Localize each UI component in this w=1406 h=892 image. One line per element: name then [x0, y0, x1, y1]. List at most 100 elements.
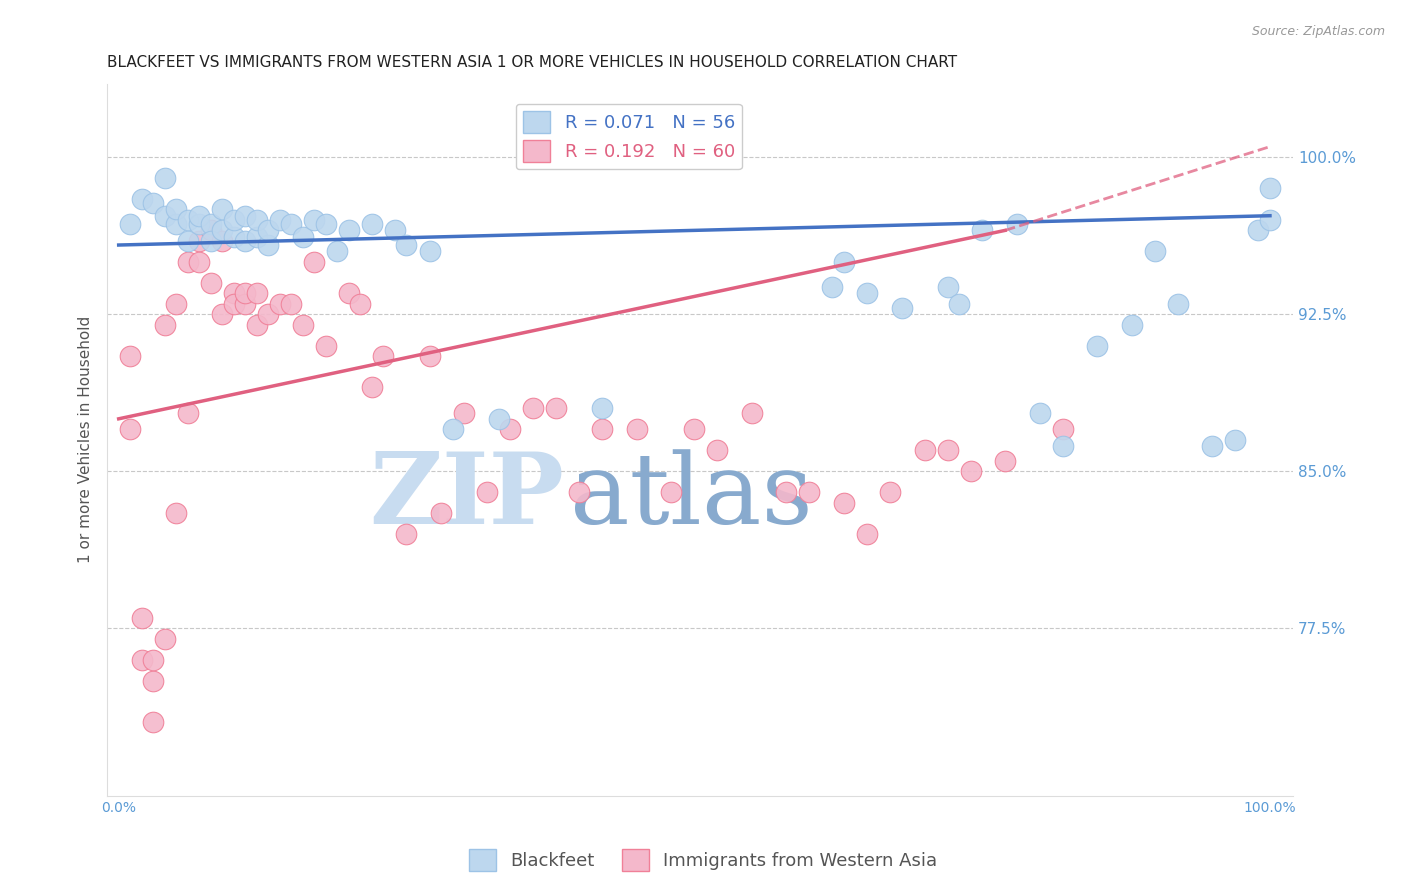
Point: [832, 495, 855, 509]
Point: [418, 244, 440, 259]
Point: [188, 217, 211, 231]
Point: [1258, 181, 1281, 195]
Point: [304, 254, 326, 268]
Point: [936, 443, 959, 458]
Point: [373, 349, 395, 363]
Point: [832, 254, 855, 268]
Legend: Blackfeet, Immigrants from Western Asia: Blackfeet, Immigrants from Western Asia: [461, 842, 945, 879]
Point: [233, 209, 256, 223]
Point: [165, 217, 187, 231]
Point: [349, 296, 371, 310]
Point: [200, 223, 222, 237]
Y-axis label: 1 or more Vehicles in Household: 1 or more Vehicles in Household: [79, 316, 93, 564]
Point: [211, 223, 233, 237]
Point: [233, 296, 256, 310]
Point: [246, 318, 269, 332]
Legend: R = 0.071   N = 56, R = 0.192   N = 60: R = 0.071 N = 56, R = 0.192 N = 60: [516, 103, 742, 169]
Point: [1052, 422, 1074, 436]
Point: [337, 286, 360, 301]
Point: [315, 338, 337, 352]
Point: [177, 213, 200, 227]
Point: [395, 527, 418, 541]
Point: [269, 296, 291, 310]
Point: [257, 223, 280, 237]
Point: [1005, 217, 1028, 231]
Point: [591, 401, 613, 416]
Point: [1121, 318, 1143, 332]
Point: [488, 412, 510, 426]
Point: [291, 318, 314, 332]
Point: [142, 196, 165, 211]
Point: [246, 286, 269, 301]
Point: [222, 296, 245, 310]
Point: [177, 234, 200, 248]
Point: [200, 276, 222, 290]
Point: [211, 202, 233, 217]
Point: [384, 223, 406, 237]
Text: BLACKFEET VS IMMIGRANTS FROM WESTERN ASIA 1 OR MORE VEHICLES IN HOUSEHOLD CORREL: BLACKFEET VS IMMIGRANTS FROM WESTERN ASI…: [107, 55, 957, 70]
Point: [475, 485, 498, 500]
Point: [269, 213, 291, 227]
Point: [222, 229, 245, 244]
Point: [626, 422, 648, 436]
Point: [120, 422, 142, 436]
Point: [165, 506, 187, 520]
Point: [453, 405, 475, 419]
Point: [120, 217, 142, 231]
Point: [165, 296, 187, 310]
Point: [142, 673, 165, 688]
Point: [591, 422, 613, 436]
Point: [522, 401, 544, 416]
Point: [936, 280, 959, 294]
Point: [659, 485, 682, 500]
Point: [948, 296, 970, 310]
Point: [131, 192, 153, 206]
Point: [233, 286, 256, 301]
Point: [1085, 338, 1108, 352]
Point: [441, 422, 464, 436]
Point: [153, 318, 176, 332]
Point: [499, 422, 522, 436]
Point: [142, 715, 165, 730]
Point: [165, 202, 187, 217]
Point: [211, 307, 233, 321]
Point: [1201, 439, 1223, 453]
Point: [120, 349, 142, 363]
Point: [430, 506, 453, 520]
Point: [291, 229, 314, 244]
Point: [337, 223, 360, 237]
Point: [326, 244, 349, 259]
Point: [856, 286, 879, 301]
Point: [1247, 223, 1270, 237]
Point: [994, 453, 1017, 467]
Point: [315, 217, 337, 231]
Point: [142, 652, 165, 666]
Point: [222, 286, 245, 301]
Point: [188, 209, 211, 223]
Point: [1052, 439, 1074, 453]
Point: [153, 632, 176, 646]
Point: [304, 213, 326, 227]
Point: [799, 485, 821, 500]
Point: [257, 238, 280, 252]
Point: [856, 527, 879, 541]
Point: [879, 485, 901, 500]
Point: [153, 209, 176, 223]
Point: [741, 405, 763, 419]
Point: [1167, 296, 1189, 310]
Point: [211, 234, 233, 248]
Point: [1028, 405, 1050, 419]
Point: [131, 652, 153, 666]
Text: Source: ZipAtlas.com: Source: ZipAtlas.com: [1251, 25, 1385, 38]
Point: [222, 213, 245, 227]
Point: [233, 234, 256, 248]
Point: [890, 301, 912, 315]
Point: [1225, 433, 1247, 447]
Point: [959, 464, 981, 478]
Point: [257, 307, 280, 321]
Point: [246, 229, 269, 244]
Point: [188, 254, 211, 268]
Point: [188, 234, 211, 248]
Point: [1143, 244, 1166, 259]
Point: [177, 405, 200, 419]
